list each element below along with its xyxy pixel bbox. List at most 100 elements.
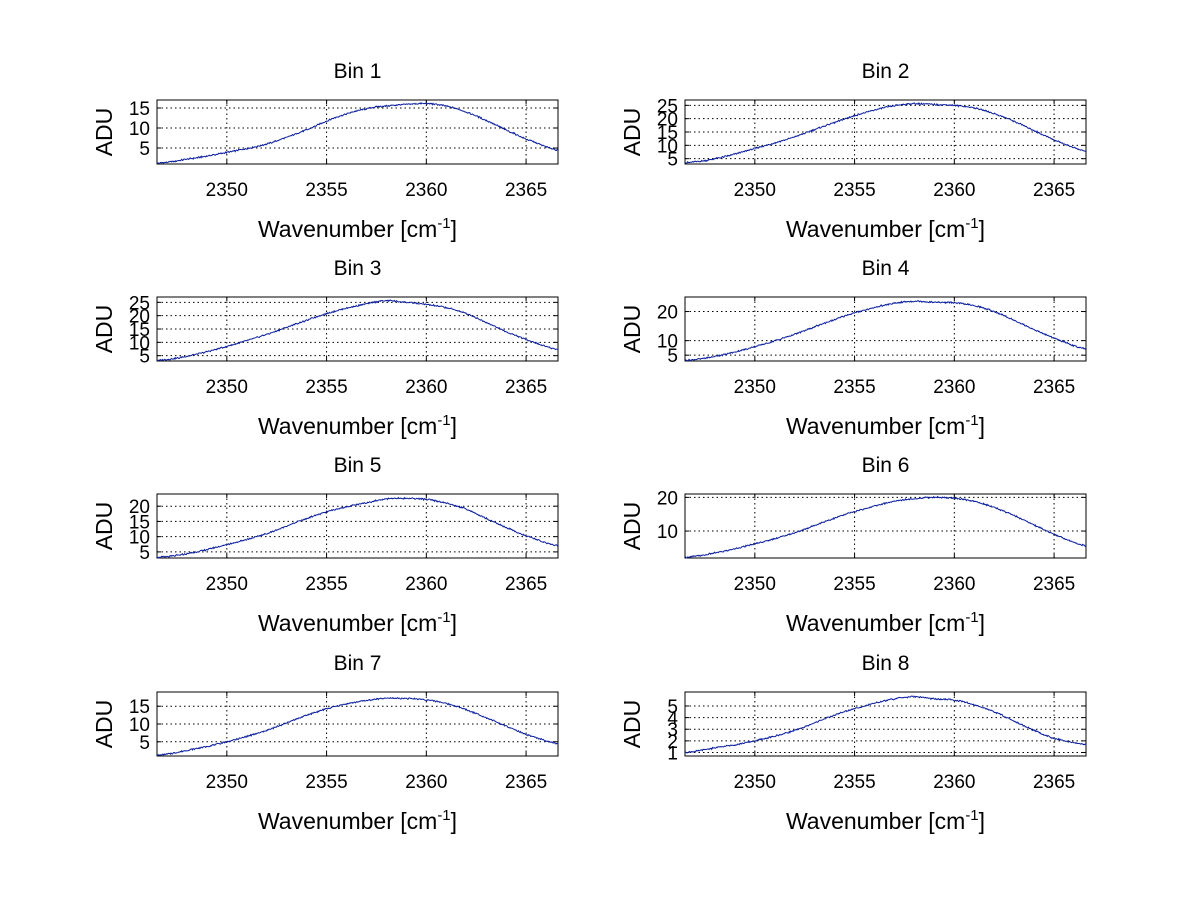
y-tick-label: 10 — [657, 522, 678, 543]
y-tick-label: 20 — [129, 307, 150, 328]
y-tick-label: 2 — [667, 732, 678, 753]
x-axis-label: Wavenumber [cm-1] — [786, 412, 985, 439]
axes-box — [684, 296, 1087, 362]
series-line-bin-4 — [684, 300, 1087, 362]
subplot-title: Bin 8 — [862, 652, 910, 675]
x-tick-label: 2360 — [405, 574, 447, 595]
y-axis-label: ADU — [91, 700, 117, 749]
x-tick-label: 2365 — [1033, 180, 1075, 201]
x-tick-label: 2355 — [305, 377, 347, 398]
x-tick-label: 2355 — [833, 574, 875, 595]
subplot-title: Bin 2 — [862, 60, 910, 83]
subplot-bin-4: Bin 4 2350 2355 2360 2365 510 20 ADU Wavenumber … — [619, 257, 1087, 439]
y-tick-label: 5 — [139, 543, 150, 564]
x-axis-label: Wavenumber [cm-1] — [258, 609, 457, 636]
series-line-bin-7 — [156, 696, 559, 757]
x-tick-label: 2355 — [833, 772, 875, 793]
y-axis-label: ADU — [619, 502, 645, 551]
x-tick-label: 2360 — [933, 772, 975, 793]
subplot-title: Bin 3 — [334, 257, 382, 280]
x-tick-label: 2355 — [833, 377, 875, 398]
x-tick-label: 2360 — [405, 180, 447, 201]
x-tick-label: 2365 — [1033, 772, 1075, 793]
x-tick-label: 2365 — [505, 180, 547, 201]
y-axis-label: ADU — [619, 108, 645, 157]
y-tick-label: 20 — [129, 497, 150, 518]
x-tick-label: 2365 — [505, 772, 547, 793]
y-tick-label: 1 — [667, 744, 678, 765]
axes-box — [684, 493, 1087, 559]
axes-box — [156, 493, 559, 559]
x-tick-label: 2360 — [933, 180, 975, 201]
y-tick-label: 5 — [139, 139, 150, 160]
x-tick-label: 2365 — [505, 377, 547, 398]
y-tick-label: 10 — [129, 528, 150, 549]
subplot-title: Bin 1 — [334, 60, 382, 83]
x-tick-label: 2350 — [734, 180, 776, 201]
x-axis-label: Wavenumber [cm-1] — [258, 807, 457, 834]
y-tick-label: 5 — [139, 347, 150, 368]
x-axis-label: Wavenumber [cm-1] — [258, 215, 457, 242]
x-axis-label: Wavenumber [cm-1] — [786, 807, 985, 834]
y-tick-label: 15 — [657, 123, 678, 144]
x-tick-label: 2350 — [734, 772, 776, 793]
x-tick-label: 2365 — [1033, 377, 1075, 398]
y-tick-label: 15 — [129, 512, 150, 533]
y-axis-label: ADU — [619, 305, 645, 354]
y-tick-label: 5 — [667, 150, 678, 171]
x-tick-label: 2350 — [206, 772, 248, 793]
series-line-bin-1 — [156, 102, 559, 165]
y-tick-label: 5 — [667, 697, 678, 718]
x-tick-label: 2365 — [1033, 574, 1075, 595]
x-tick-label: 2350 — [206, 377, 248, 398]
x-tick-label: 2350 — [734, 377, 776, 398]
y-tick-label: 10 — [129, 333, 150, 354]
x-tick-label: 2360 — [405, 772, 447, 793]
series-line-bin-6 — [684, 495, 1087, 559]
x-tick-label: 2360 — [933, 377, 975, 398]
y-tick-label: 15 — [129, 99, 150, 120]
x-tick-label: 2360 — [405, 377, 447, 398]
y-tick-label: 20 — [657, 303, 678, 324]
subplot-title: Bin 5 — [334, 454, 382, 477]
x-axis-label: Wavenumber [cm-1] — [258, 412, 457, 439]
subplot-title: Bin 6 — [862, 454, 910, 477]
y-tick-label: 10 — [657, 136, 678, 157]
x-tick-label: 2355 — [305, 772, 347, 793]
x-tick-label: 2355 — [833, 180, 875, 201]
y-tick-label: 5 — [139, 733, 150, 754]
series-line-bin-8 — [684, 695, 1087, 754]
y-axis-label: ADU — [91, 305, 117, 354]
x-tick-label: 2355 — [305, 574, 347, 595]
subplot-bin-6: Bin 6 2350 2355 2360 2365 10 20 ADU Wavenumber [… — [619, 454, 1087, 636]
x-tick-label: 2350 — [206, 180, 248, 201]
series-line-bin-5 — [156, 496, 559, 559]
y-axis-label: ADU — [619, 700, 645, 749]
subplot-title: Bin 7 — [334, 652, 382, 675]
x-tick-label: 2365 — [505, 574, 547, 595]
x-axis-label: Wavenumber [cm-1] — [786, 215, 985, 242]
series-line-bin-3 — [156, 299, 559, 362]
y-tick-label: 10 — [129, 715, 150, 736]
x-tick-label: 2355 — [305, 180, 347, 201]
x-tick-label: 2350 — [206, 574, 248, 595]
y-tick-label: 5 — [667, 346, 678, 367]
subplot-title: Bin 4 — [862, 257, 910, 280]
axes-box — [684, 99, 1087, 165]
y-axis-label: ADU — [91, 502, 117, 551]
y-tick-label: 10 — [657, 332, 678, 353]
x-axis-label: Wavenumber [cm-1] — [786, 609, 985, 636]
y-tick-label: 4 — [667, 709, 678, 730]
y-tick-label: 15 — [129, 320, 150, 341]
y-tick-label: 10 — [129, 119, 150, 140]
y-tick-label: 15 — [129, 697, 150, 718]
x-tick-label: 2360 — [933, 574, 975, 595]
y-tick-label: 20 — [657, 488, 678, 509]
